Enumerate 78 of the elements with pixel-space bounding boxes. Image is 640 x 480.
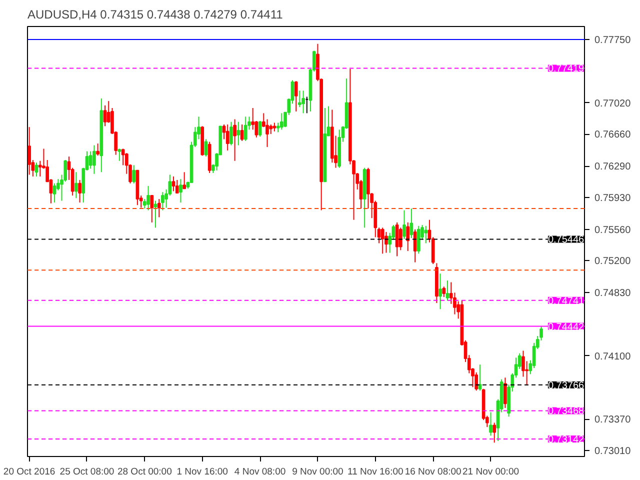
candlestick <box>96 143 100 156</box>
x-tick-label: 16 Nov 08:00 <box>404 466 462 478</box>
candlestick <box>446 280 450 301</box>
candlestick <box>504 377 507 408</box>
candlestick <box>424 225 428 244</box>
candlestick <box>179 178 182 203</box>
x-tick-label: 20 Oct 2016 <box>3 466 56 478</box>
candlestick <box>92 144 96 174</box>
candlestick <box>258 120 262 138</box>
candlestick <box>438 273 442 310</box>
candlestick <box>103 104 107 127</box>
candlestick <box>240 124 244 142</box>
x-tick-label: 11 Nov 16:00 <box>347 466 404 478</box>
candlestick <box>236 121 240 146</box>
ref-line-label: 0.73468 <box>548 406 585 418</box>
y-tick-label: 0.77750 <box>594 35 632 46</box>
x-tick-label: 4 Nov 08:00 <box>234 466 286 478</box>
candlestick <box>474 372 478 392</box>
ref-line-label: 0.74741 <box>548 296 585 307</box>
candlestick <box>280 112 284 130</box>
candlestick <box>416 225 420 254</box>
chart-title: AUDUSD,H4 0.74315 0.74438 0.74279 0.74411 <box>28 8 284 22</box>
x-tick-label: 9 Nov 00:00 <box>292 466 344 478</box>
x-tick-label: 21 Nov 00:00 <box>462 466 520 478</box>
candlestick <box>395 222 399 257</box>
candlestick <box>226 124 230 151</box>
y-tick-label: 0.75200 <box>594 256 632 268</box>
ref-line-label: 0.75446 <box>548 234 585 246</box>
candlestick <box>78 179 82 203</box>
candlestick <box>74 172 78 199</box>
candlestick <box>88 150 92 170</box>
ref-line-label: 0.74442 <box>548 322 585 333</box>
candlestick <box>410 208 414 239</box>
candlestick <box>302 90 305 114</box>
candlestick <box>269 124 273 134</box>
candlestick <box>380 227 384 254</box>
candlestick <box>182 172 186 190</box>
candlestick <box>204 138 208 158</box>
candlestick <box>478 364 482 392</box>
y-tick-label: 0.75560 <box>594 224 632 236</box>
candlestick <box>384 231 388 254</box>
candlestick <box>233 118 236 162</box>
y-tick-label: 0.76290 <box>594 162 632 173</box>
candlestick <box>157 198 161 218</box>
x-tick-label: 25 Oct 08:00 <box>60 466 114 478</box>
candlestick <box>150 195 154 223</box>
candlestick <box>172 176 176 192</box>
x-tick-label: 1 Nov 16:00 <box>176 466 228 478</box>
candlestick <box>132 164 136 184</box>
candlestick <box>492 422 496 444</box>
candlestick <box>34 162 38 177</box>
candlestick <box>406 222 410 252</box>
candlestick <box>442 286 446 298</box>
candlestick <box>489 412 492 436</box>
candlestick <box>146 186 150 211</box>
y-tick-label: 0.75930 <box>594 192 632 204</box>
x-tick-label: 28 Oct 00:00 <box>117 466 172 478</box>
y-tick-label: 0.74100 <box>594 351 632 362</box>
candlestick <box>294 80 298 112</box>
y-tick-label: 0.74830 <box>594 288 632 300</box>
ref-line-label: 0.73142 <box>548 434 585 446</box>
ref-line-label: 0.77419 <box>548 64 585 75</box>
ref-line-label: 0.73766 <box>548 380 585 392</box>
candlestick <box>52 182 56 203</box>
candlestick <box>28 126 31 176</box>
candlestick <box>118 148 122 162</box>
candlestick <box>175 179 179 194</box>
y-tick-label: 0.73370 <box>594 414 632 426</box>
y-tick-label: 0.77020 <box>594 98 632 110</box>
candlestick <box>402 210 406 240</box>
y-tick-label: 0.73010 <box>594 446 632 457</box>
candlestick <box>154 200 158 228</box>
candlestick <box>230 121 233 146</box>
candlestick <box>244 116 248 142</box>
y-tick-label: 0.76660 <box>594 130 632 140</box>
candlestick <box>398 227 402 251</box>
candlestick <box>525 360 528 386</box>
candlestick <box>161 192 164 211</box>
